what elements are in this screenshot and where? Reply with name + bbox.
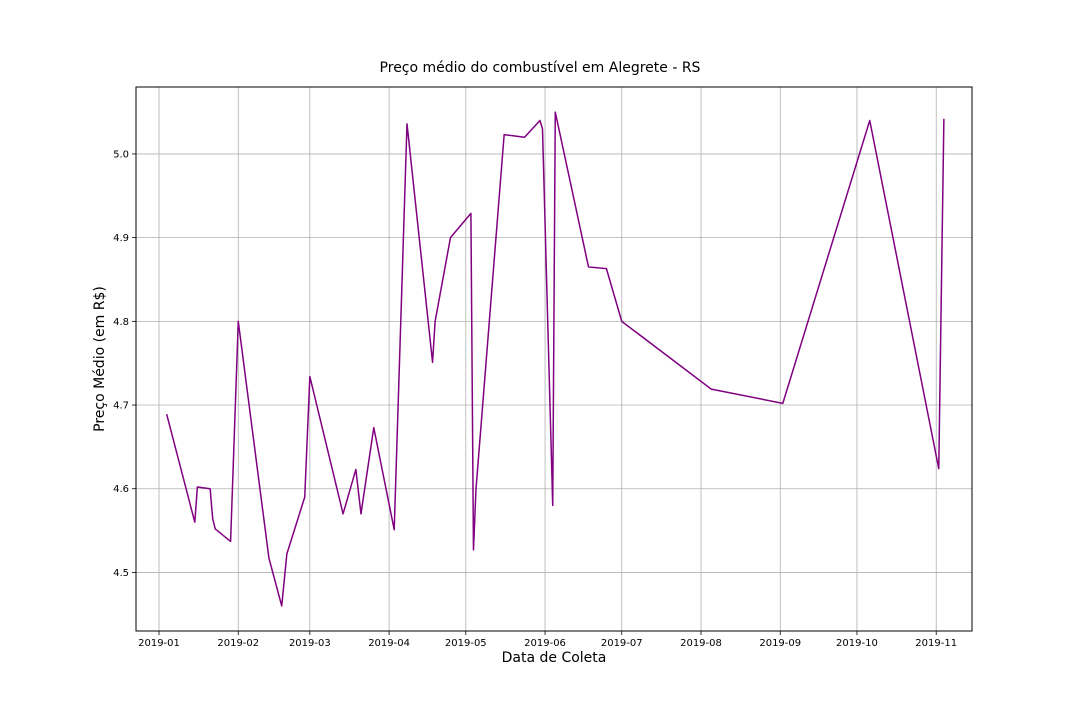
x-tick-label: 2019-11 (915, 638, 957, 649)
y-tick-label: 4.9 (113, 233, 129, 244)
x-tick-label: 2019-09 (759, 638, 801, 649)
x-tick-label: 2019-10 (836, 638, 878, 649)
y-axis-title: Preço Médio (em R$) (92, 286, 108, 432)
y-tick-label: 4.7 (113, 401, 129, 412)
x-tick-label: 2019-02 (217, 638, 259, 649)
y-tick-label: 4.8 (113, 317, 129, 328)
chart-title: Preço médio do combustível em Alegrete -… (380, 60, 701, 76)
y-tick-label: 4.5 (113, 568, 129, 579)
x-tick-label: 2019-04 (368, 638, 410, 649)
y-tick-label: 5.0 (113, 149, 129, 160)
y-tick-label: 4.6 (113, 484, 129, 495)
x-tick-label: 2019-07 (601, 638, 643, 649)
x-axis-title: Data de Coleta (502, 650, 607, 666)
x-tick-label: 2019-06 (524, 638, 566, 649)
x-tick-label: 2019-03 (289, 638, 331, 649)
x-tick-label: 2019-08 (680, 638, 722, 649)
x-tick-label: 2019-01 (138, 638, 180, 649)
x-tick-label: 2019-05 (445, 638, 487, 649)
